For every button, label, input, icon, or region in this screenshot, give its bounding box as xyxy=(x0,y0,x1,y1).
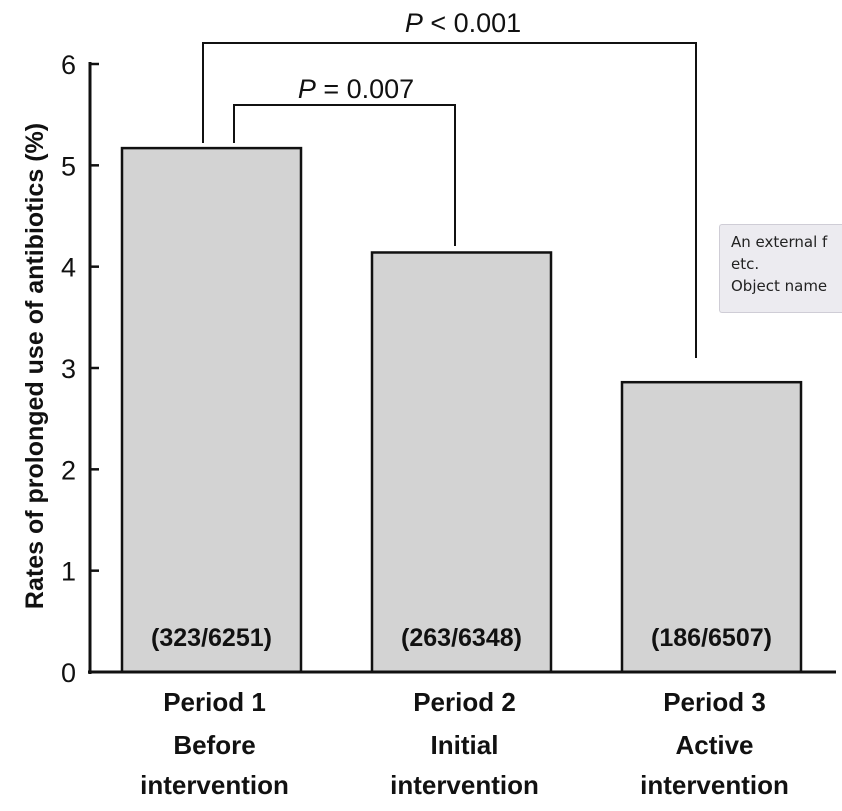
category-label-3-line-3: intervention xyxy=(640,770,789,800)
y-tick-label-0: 0 xyxy=(61,658,76,688)
tooltip-line-1: An external f xyxy=(731,233,828,251)
y-tick-label-4: 4 xyxy=(61,253,76,283)
category-label-2-line-2: Initial xyxy=(431,730,499,760)
y-tick-label-6: 6 xyxy=(61,50,76,80)
category-label-3-line-1: Period 3 xyxy=(663,687,766,717)
category-label-2-line-1: Period 2 xyxy=(413,687,516,717)
p-value-label-1: P = 0.007 xyxy=(298,74,414,104)
bar-2 xyxy=(370,251,553,674)
y-tick-label-2: 2 xyxy=(61,455,76,485)
y-tick-label-1: 1 xyxy=(61,557,76,587)
bar-1 xyxy=(120,146,303,674)
bar-count-label-3: (186/6507) xyxy=(651,624,772,652)
y-axis-title: Rates of prolonged use of antibiotics (%… xyxy=(21,123,49,609)
category-label-1-line-2: Before xyxy=(173,730,255,760)
tooltip-line-2: etc. xyxy=(731,255,760,273)
y-tick-label-5: 5 xyxy=(61,151,76,181)
p-value-label-2: P < 0.001 xyxy=(405,8,521,38)
category-label-1-line-3: intervention xyxy=(140,770,289,800)
bar-count-label-1: (323/6251) xyxy=(151,624,272,652)
category-label-1-line-1: Period 1 xyxy=(163,687,266,717)
tooltip-popup: An external f etc. Object name xyxy=(719,224,842,313)
category-label-3-line-2: Active xyxy=(675,730,753,760)
y-tick-label-3: 3 xyxy=(61,354,76,384)
significance-bracket-1 xyxy=(233,104,456,246)
bar-count-label-2: (263/6348) xyxy=(401,624,522,652)
bar-3 xyxy=(620,380,803,674)
tooltip-line-3: Object name xyxy=(731,277,828,295)
significance-bracket-2 xyxy=(202,42,697,358)
category-label-2-line-3: intervention xyxy=(390,770,539,800)
